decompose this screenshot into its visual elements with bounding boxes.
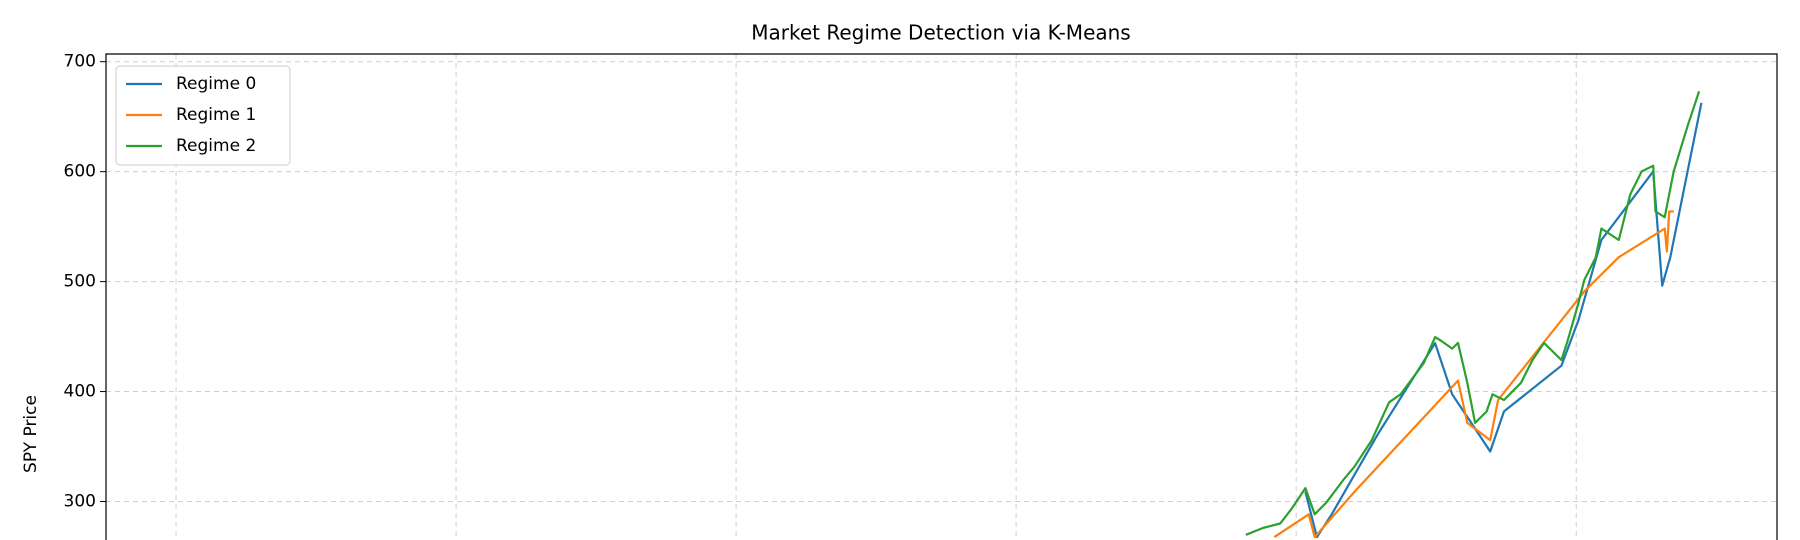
- legend-label: Regime 2: [176, 136, 256, 156]
- axes-frame: [105, 53, 1778, 540]
- y-tick-label: 500: [64, 272, 96, 292]
- y-tick-label: 700: [64, 52, 96, 72]
- y-tick-label: 300: [64, 492, 96, 512]
- legend-label: Regime 0: [176, 74, 256, 94]
- grid: 300 400 500 600 700: [64, 52, 1777, 540]
- series-line: [1245, 91, 1701, 536]
- y-axis-label: SPY Price: [21, 395, 41, 473]
- y-tick-label: 400: [64, 382, 96, 402]
- series-line: [1304, 102, 1703, 539]
- plot-area: [1245, 91, 1703, 539]
- series-line: [1273, 210, 1674, 539]
- legend: Regime 0 Regime 1 Regime 2: [115, 65, 291, 166]
- legend-label: Regime 1: [176, 105, 256, 125]
- chart-title: Market Regime Detection via K-Means: [751, 21, 1130, 45]
- y-tick-label: 600: [64, 162, 96, 182]
- legend-box: [115, 65, 291, 166]
